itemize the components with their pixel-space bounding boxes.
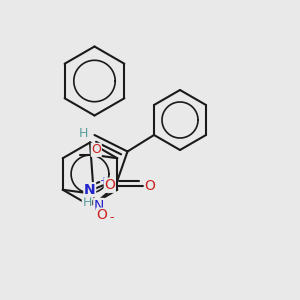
- Text: N: N: [84, 183, 95, 197]
- Text: O: O: [91, 143, 101, 156]
- Text: H: H: [78, 127, 88, 140]
- Text: O: O: [145, 179, 155, 193]
- Text: +: +: [99, 176, 107, 186]
- Text: O: O: [104, 178, 115, 192]
- Text: H: H: [82, 196, 92, 209]
- Text: N: N: [94, 199, 104, 212]
- Text: O: O: [96, 208, 107, 222]
- Text: -: -: [109, 211, 114, 224]
